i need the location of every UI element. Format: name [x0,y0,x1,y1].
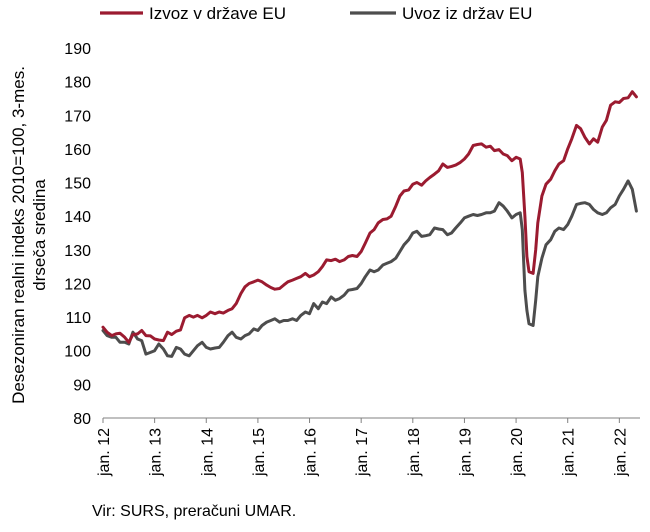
y-tick-label: 150 [64,176,91,193]
x-tick-label: jan. 20 [509,428,526,477]
y-tick-label: 190 [64,41,91,58]
y-tick-label: 160 [64,142,91,159]
x-tick-label: jan. 17 [354,428,371,477]
x-tick-label: jan. 18 [406,428,423,477]
series-line-imports [101,179,638,358]
y-tick-label: 130 [64,243,91,260]
plot-area [101,90,638,358]
legend: Izvoz v države EU Uvoz iz držav EU [100,4,532,23]
y-tick-label: 90 [73,377,91,394]
y-tick-label: 110 [65,310,91,327]
x-tick-label: jan. 16 [303,428,320,477]
legend-label-exports: Izvoz v države EU [149,4,286,23]
x-tick-label: jan. 22 [612,428,629,477]
series-line-exports [101,90,638,344]
y-tick-label: 170 [64,108,91,125]
y-tick-label: 120 [64,276,91,293]
x-tick-label: jan. 21 [561,428,578,477]
y-axis-label: Desezoniran realni indeks 2010=100, 3-me… [9,66,49,404]
x-tick-label: jan. 15 [251,428,268,477]
x-tick-label: jan. 14 [199,428,216,477]
y-axis-label-line-2: drseča sredina [30,179,49,291]
y-tick-label: 180 [64,75,91,92]
y-axis-label-line-1: Desezoniran realni indeks 2010=100, 3-me… [9,66,28,404]
y-axis: 80 90 100 110 120 130 140 150 160 170 180 190 [64,41,91,428]
y-tick-label: 140 [64,209,91,226]
source-note: Vir: SURS, preračuni UMAR. [92,503,297,520]
y-tick-label: 100 [64,344,91,361]
x-tick-label: jan. 19 [457,428,474,477]
x-tick-label: jan. 12 [96,428,113,477]
legend-label-imports: Uvoz iz držav EU [402,4,532,23]
x-tick-label: jan. 13 [148,428,165,477]
y-tick-label: 80 [73,411,91,428]
x-axis: jan. 12 jan. 13 jan. 14 jan. 15 jan. 16 jan. … [96,418,629,477]
